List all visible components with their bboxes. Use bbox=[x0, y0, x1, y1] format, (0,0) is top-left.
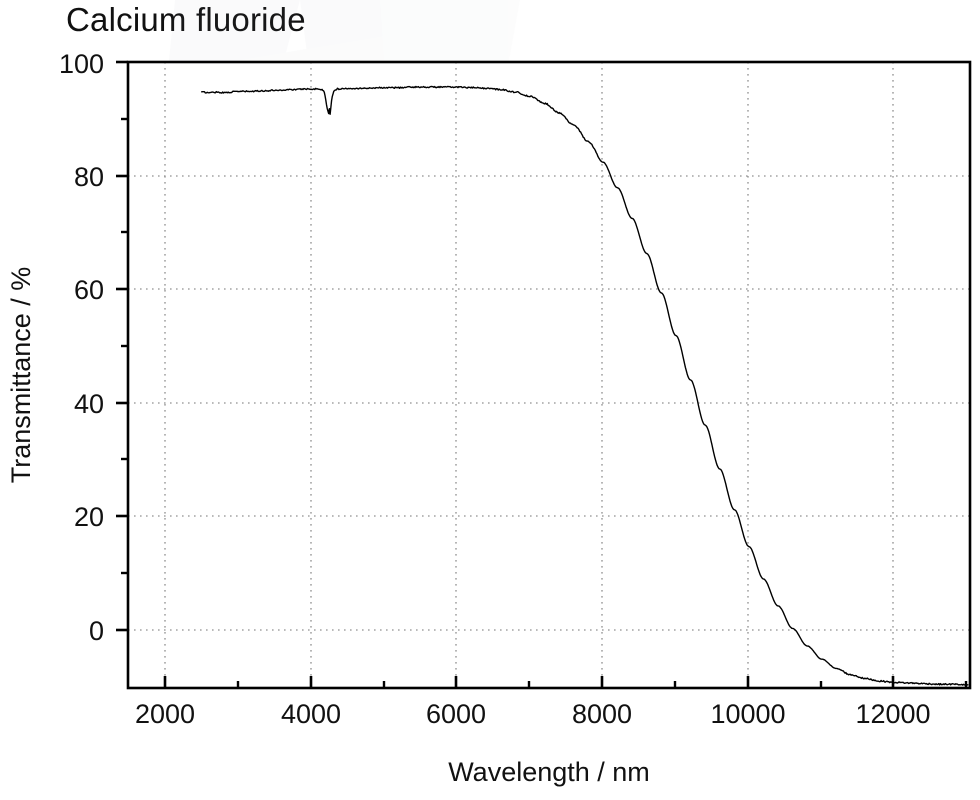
y-tick-label: 80 bbox=[74, 162, 104, 192]
y-tick-label: 40 bbox=[74, 389, 104, 419]
y-tick-label: 0 bbox=[89, 616, 104, 646]
y-tick-labels: 0 20 40 60 80 100 bbox=[59, 49, 104, 646]
y-major-ticks bbox=[116, 60, 128, 632]
y-gridlines bbox=[128, 175, 970, 631]
transmittance-curve bbox=[200, 85, 969, 686]
x-tick-labels: 2000 4000 6000 8000 10000 12000 bbox=[135, 699, 931, 729]
x-tick-label: 2000 bbox=[135, 699, 195, 729]
x-major-ticks bbox=[163, 676, 895, 688]
y-axis-title: Transmittance / % bbox=[6, 267, 36, 484]
x-axis-title: Wavelength / nm bbox=[448, 757, 650, 787]
x-gridlines bbox=[164, 62, 894, 688]
y-tick-label: 100 bbox=[59, 49, 104, 79]
x-tick-label: 10000 bbox=[710, 699, 785, 729]
y-minor-ticks bbox=[121, 117, 128, 575]
x-tick-label: 8000 bbox=[572, 699, 632, 729]
y-tick-label: 20 bbox=[74, 502, 104, 532]
chart-title: Calcium fluoride bbox=[66, 1, 306, 38]
x-tick-label: 12000 bbox=[855, 699, 930, 729]
plot-area-background bbox=[128, 62, 970, 688]
plot-frame bbox=[126, 60, 972, 690]
x-minor-ticks bbox=[236, 681, 968, 688]
y-tick-label: 60 bbox=[74, 275, 104, 305]
x-tick-label: 6000 bbox=[426, 699, 486, 729]
x-tick-label: 4000 bbox=[281, 699, 341, 729]
